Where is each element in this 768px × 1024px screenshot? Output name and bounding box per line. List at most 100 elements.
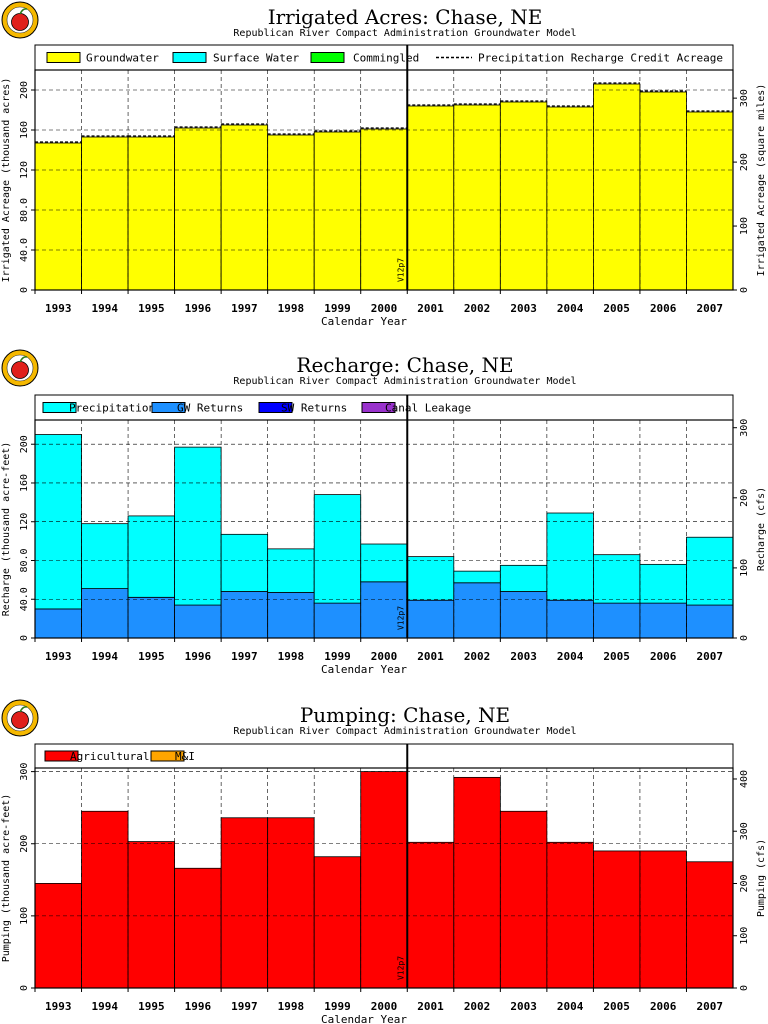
bar-groundwater: [406, 105, 455, 291]
x-tick-label: 1995: [138, 650, 165, 663]
chart-title: Pumping: Chase, NE: [300, 703, 510, 727]
y-tick-label: 200: [19, 81, 30, 99]
legend-label: Precipitation: [69, 402, 155, 415]
y2-tick-label: 100: [739, 559, 750, 577]
x-tick-label: 2003: [510, 650, 537, 663]
legend-swatch: [258, 402, 293, 413]
legend-label: GW Returns: [177, 402, 243, 415]
x-tick-label: 2000: [371, 650, 398, 663]
x-tick-label: 2007: [696, 302, 723, 315]
version-marker-label: V12p7: [396, 606, 405, 630]
x-tick-label: 1997: [231, 302, 258, 315]
x-tick-label: 2006: [650, 650, 677, 663]
x-tick-label: 2005: [603, 302, 630, 315]
bar-precipitation: [406, 556, 455, 601]
bar-agricultural: [267, 817, 315, 989]
legend-swatch: [172, 52, 207, 63]
legend-label: Commingled: [353, 52, 419, 65]
bar-precipitation: [453, 570, 501, 584]
x-tick-label: 2000: [371, 302, 398, 315]
x-tick-label: 2001: [417, 1000, 444, 1013]
chart-title: Irrigated Acres: Chase, NE: [268, 5, 543, 29]
bar-gw-returns: [174, 604, 222, 639]
legend-label: M&I: [175, 750, 195, 763]
x-tick-label: 2004: [557, 302, 584, 315]
y-tick-label: 0: [19, 985, 30, 991]
x-tick-label: 2005: [603, 1000, 630, 1013]
legend-swatch: [150, 750, 185, 762]
legend-label: Canal Leakage: [385, 402, 471, 415]
x-tick-label: 2002: [464, 650, 491, 663]
logo-apple: [11, 361, 29, 379]
bar-precipitation: [546, 512, 594, 601]
logo-icon: [1, 349, 39, 387]
bar-precipitation: [174, 446, 222, 606]
y2-tick-label: 300: [739, 89, 750, 107]
x-tick-label: 1999: [324, 1000, 351, 1013]
bar-groundwater: [34, 142, 82, 291]
plot-frame: [34, 419, 734, 639]
bar-gw-returns: [546, 599, 594, 639]
y-tick-label: 160: [19, 121, 30, 139]
x-tick-label: 2006: [650, 1000, 677, 1013]
bar-groundwater: [220, 124, 269, 291]
x-tick-label: 2007: [696, 1000, 723, 1013]
bar-agricultural: [593, 850, 641, 989]
bar-agricultural: [34, 883, 82, 989]
legend-swatch: [42, 402, 77, 413]
x-tick-label: 1994: [92, 1000, 119, 1013]
bar-precipitation: [360, 543, 408, 583]
bar-groundwater: [686, 111, 734, 291]
logo-apple: [11, 711, 29, 729]
y2-tick-label: 300: [739, 822, 750, 840]
y2-tick-label: 200: [739, 874, 750, 892]
y-tick-label: 40.0: [19, 238, 30, 262]
y-tick-label: 160: [19, 474, 30, 492]
bar-agricultural: [686, 861, 734, 989]
bar-gw-returns: [686, 604, 734, 639]
bar-groundwater: [313, 131, 362, 291]
bar-groundwater: [593, 83, 641, 291]
bar-agricultural: [313, 856, 362, 989]
bar-groundwater: [453, 104, 501, 291]
bar-gw-returns: [313, 602, 362, 639]
legend-label: Groundwater: [86, 52, 159, 65]
x-tick-label: 2002: [464, 1000, 491, 1013]
bar-agricultural: [220, 817, 269, 989]
x-tick-label: 1995: [138, 302, 165, 315]
bar-gw-returns: [406, 599, 455, 639]
x-tick-label: 1998: [278, 650, 305, 663]
y-tick-label: 80.0: [19, 198, 30, 222]
x-tick-label: 1993: [45, 302, 72, 315]
x-tick-label: 2001: [417, 302, 444, 315]
chart-subtitle: Republican River Compact Administration …: [233, 28, 576, 39]
y-tick-label: 200: [19, 435, 30, 453]
x-tick-label: 1997: [231, 1000, 258, 1013]
y-tick-label: 200: [19, 835, 30, 853]
bar-precipitation: [499, 564, 548, 592]
x-tick-label: 1996: [185, 650, 212, 663]
bar-precipitation: [127, 515, 175, 598]
bar-agricultural: [499, 810, 548, 989]
bar-agricultural: [360, 771, 408, 989]
x-tick-label: 1993: [45, 1000, 72, 1013]
bar-groundwater: [81, 136, 129, 291]
y-tick-label: 120: [19, 513, 30, 531]
x-tick-label: 1999: [324, 650, 351, 663]
y2-tick-label: 100: [739, 217, 750, 235]
y2-tick-label: 200: [739, 489, 750, 507]
chart-subtitle: Republican River Compact Administration …: [233, 376, 576, 387]
y-axis-label: Irrigated Acreage (thousand acres): [1, 78, 12, 283]
bar-gw-returns: [81, 588, 129, 639]
bar-precipitation: [267, 548, 315, 593]
y2-tick-label: 0: [739, 287, 750, 293]
x-tick-label: 2003: [510, 302, 537, 315]
logo-icon: [1, 1, 39, 39]
bar-groundwater: [360, 128, 408, 291]
chart-title: Recharge: Chase, NE: [296, 353, 513, 377]
x-tick-label: 1998: [278, 302, 305, 315]
y2-tick-label: 0: [739, 635, 750, 641]
